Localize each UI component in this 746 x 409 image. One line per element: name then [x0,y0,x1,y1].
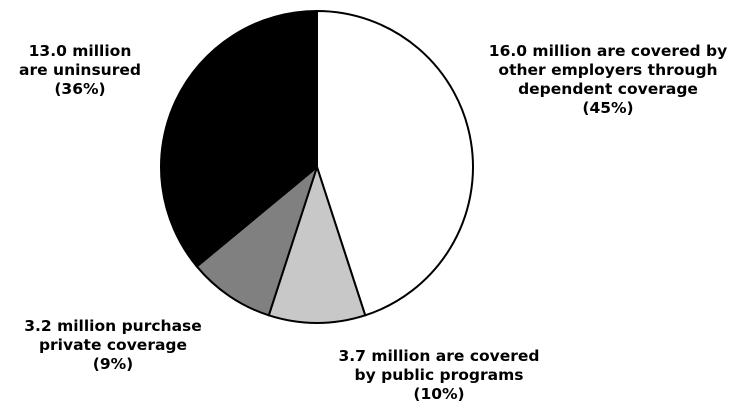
slice-label-line: 3.2 million purchase [24,317,202,335]
slice-label-line: 3.7 million are covered [338,347,540,365]
slice-label-line: private coverage [38,336,188,354]
slice-label-line: (9%) [92,355,134,373]
slice-uninsured [160,10,318,268]
slice-public-programs [267,166,367,324]
slice-label-line: (10%) [413,385,465,403]
slice-label-line: 13.0 million [28,42,132,60]
slice-label-line: by public programs [354,366,524,384]
slice-label-line: (45%) [582,99,634,117]
slice-label-public-programs: 3.7 million are covered by public progra… [338,347,539,404]
slice-label-private-coverage: 3.2 million purchase private coverage (9… [24,317,202,374]
slice-private-coverage [195,166,318,317]
slice-dependent-coverage [316,10,474,317]
slice-label-uninsured: 13.0 million are uninsured (36%) [19,42,141,99]
slice-label-line: 16.0 million are covered by [488,42,728,60]
slice-label-line: other employers through [498,61,718,79]
slice-label-dependent-coverage: 16.0 million are covered by other employ… [489,42,727,118]
slice-label-line: (36%) [54,80,106,98]
slice-label-line: are uninsured [19,61,141,79]
slice-label-line: dependent coverage [518,80,698,98]
